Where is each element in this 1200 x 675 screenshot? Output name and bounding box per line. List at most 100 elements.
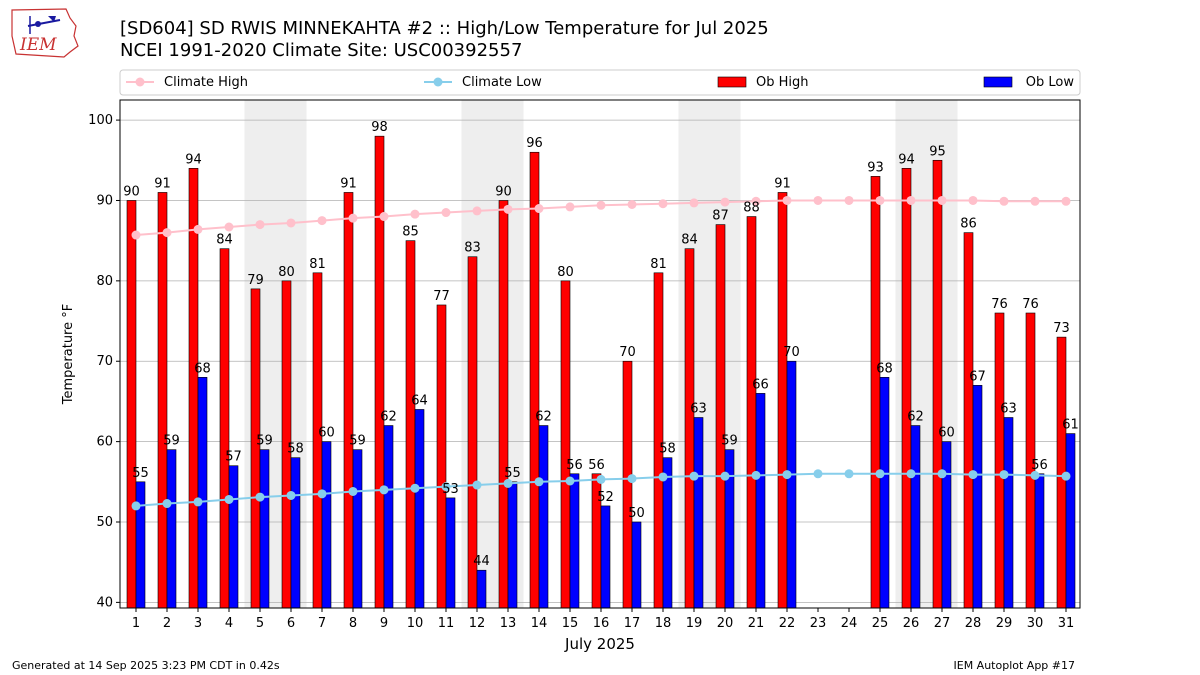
ob-low-bar xyxy=(476,569,487,609)
x-tick-label: 23 xyxy=(810,616,827,631)
climate-high-point xyxy=(193,224,203,234)
climate-high-point xyxy=(689,198,699,208)
ob-low-label: 63 xyxy=(690,402,707,417)
ob-high-label: 77 xyxy=(433,289,450,304)
ob-high-bar xyxy=(653,272,664,609)
x-tick-label: 17 xyxy=(624,616,641,631)
climate-low-point xyxy=(813,469,823,479)
climate-low-point xyxy=(131,501,141,511)
footer-generated: Generated at 14 Sep 2025 3:23 PM CDT in … xyxy=(12,659,280,672)
ob-low-bar xyxy=(321,441,332,609)
y-tick-label: 50 xyxy=(96,515,113,530)
legend-ob-high-swatch xyxy=(717,76,747,88)
x-tick-label: 26 xyxy=(903,616,920,631)
iem-logo-icon: IEM xyxy=(11,8,79,58)
ob-high-label: 56 xyxy=(588,458,605,473)
x-tick-label: 5 xyxy=(256,616,264,631)
ob-low-label: 62 xyxy=(535,410,552,425)
ob-high-label: 91 xyxy=(774,176,791,191)
ob-low-bar xyxy=(569,473,580,609)
climate-high-point xyxy=(782,195,792,205)
ob-low-bar xyxy=(538,425,549,609)
y-tick-label: 40 xyxy=(96,595,113,610)
x-tick-label: 9 xyxy=(380,616,388,631)
ob-high-bar xyxy=(932,159,943,609)
ob-low-label: 59 xyxy=(256,434,273,449)
ob-high-label: 91 xyxy=(340,176,357,191)
footer-app: IEM Autoplot App #17 xyxy=(953,659,1076,672)
climate-high-point xyxy=(441,208,451,218)
ob-high-bar xyxy=(963,232,974,609)
ob-low-label: 55 xyxy=(132,466,149,481)
ob-high-label: 80 xyxy=(557,265,574,280)
climate-low-point xyxy=(224,494,234,504)
ob-low-bar xyxy=(259,449,270,609)
legend-climate-high-marker xyxy=(135,77,145,87)
x-tick-label: 2 xyxy=(163,616,171,631)
climate-high-point xyxy=(968,195,978,205)
ob-low-bar xyxy=(941,441,952,609)
climate-low-point xyxy=(968,470,978,480)
ob-low-bar xyxy=(445,497,456,609)
ob-high-label: 96 xyxy=(526,136,543,151)
climate-high-point xyxy=(1030,196,1040,206)
climate-low-point xyxy=(441,482,451,492)
legend-climate-low-label: Climate Low xyxy=(462,75,542,90)
ob-high-bar xyxy=(343,192,354,609)
ob-low-bar xyxy=(1003,417,1014,609)
ob-high-label: 80 xyxy=(278,265,295,280)
ob-low-bar xyxy=(228,465,239,609)
ob-high-label: 94 xyxy=(898,152,915,167)
ob-high-bar xyxy=(715,224,726,609)
x-tick-label: 1 xyxy=(132,616,140,631)
ob-low-bar xyxy=(290,457,301,609)
ob-low-bar xyxy=(879,377,890,609)
ob-high-label: 88 xyxy=(743,201,760,216)
ob-low-bar xyxy=(414,409,425,609)
ob-low-bar xyxy=(1034,473,1045,609)
climate-low-point xyxy=(1030,470,1040,480)
climate-low-point xyxy=(1061,471,1071,481)
ob-high-bar xyxy=(529,151,540,609)
ob-high-label: 98 xyxy=(371,120,388,135)
x-tick-label: 15 xyxy=(562,616,579,631)
legend-climate-low-marker xyxy=(433,77,443,87)
ob-low-label: 70 xyxy=(783,345,800,360)
climate-low-point xyxy=(689,471,699,481)
climate-low-point xyxy=(751,470,761,480)
ob-high-bar xyxy=(374,135,385,609)
ob-low-label: 61 xyxy=(1062,418,1079,433)
ob-low-label: 62 xyxy=(380,410,397,425)
climate-low-point xyxy=(348,486,358,496)
legend: Climate High Climate Low Ob High Ob Low xyxy=(119,69,1081,96)
climate-low-point xyxy=(286,490,296,500)
y-tick-label: 70 xyxy=(96,354,113,369)
climate-high-point xyxy=(379,212,389,222)
x-tick-label: 10 xyxy=(407,616,424,631)
ob-low-label: 50 xyxy=(628,506,645,521)
ob-high-bar xyxy=(157,192,168,609)
climate-low-point xyxy=(782,470,792,480)
ob-low-bar xyxy=(1065,433,1076,609)
ob-high-label: 76 xyxy=(1022,297,1039,312)
climate-low-point xyxy=(255,492,265,502)
ob-low-label: 68 xyxy=(194,361,211,376)
ob-low-label: 59 xyxy=(163,434,180,449)
ob-high-label: 70 xyxy=(619,345,636,360)
y-axis-label: Temperature °F xyxy=(61,304,76,405)
ob-low-label: 52 xyxy=(597,490,614,505)
x-tick-label: 7 xyxy=(318,616,326,631)
climate-low-point xyxy=(627,474,637,484)
climate-low-point xyxy=(844,469,854,479)
x-tick-label: 3 xyxy=(194,616,202,631)
climate-high-point xyxy=(410,209,420,219)
ob-low-bar xyxy=(693,417,704,609)
x-tick-label: 11 xyxy=(438,616,455,631)
chart-subtitle: NCEI 1991-2020 Climate Site: USC00392557 xyxy=(120,40,523,61)
x-axis-label: July 2025 xyxy=(564,635,635,653)
climate-high-point xyxy=(1061,196,1071,206)
climate-high-point xyxy=(875,195,885,205)
ob-high-bar xyxy=(126,200,137,609)
ob-low-bar xyxy=(786,360,797,609)
